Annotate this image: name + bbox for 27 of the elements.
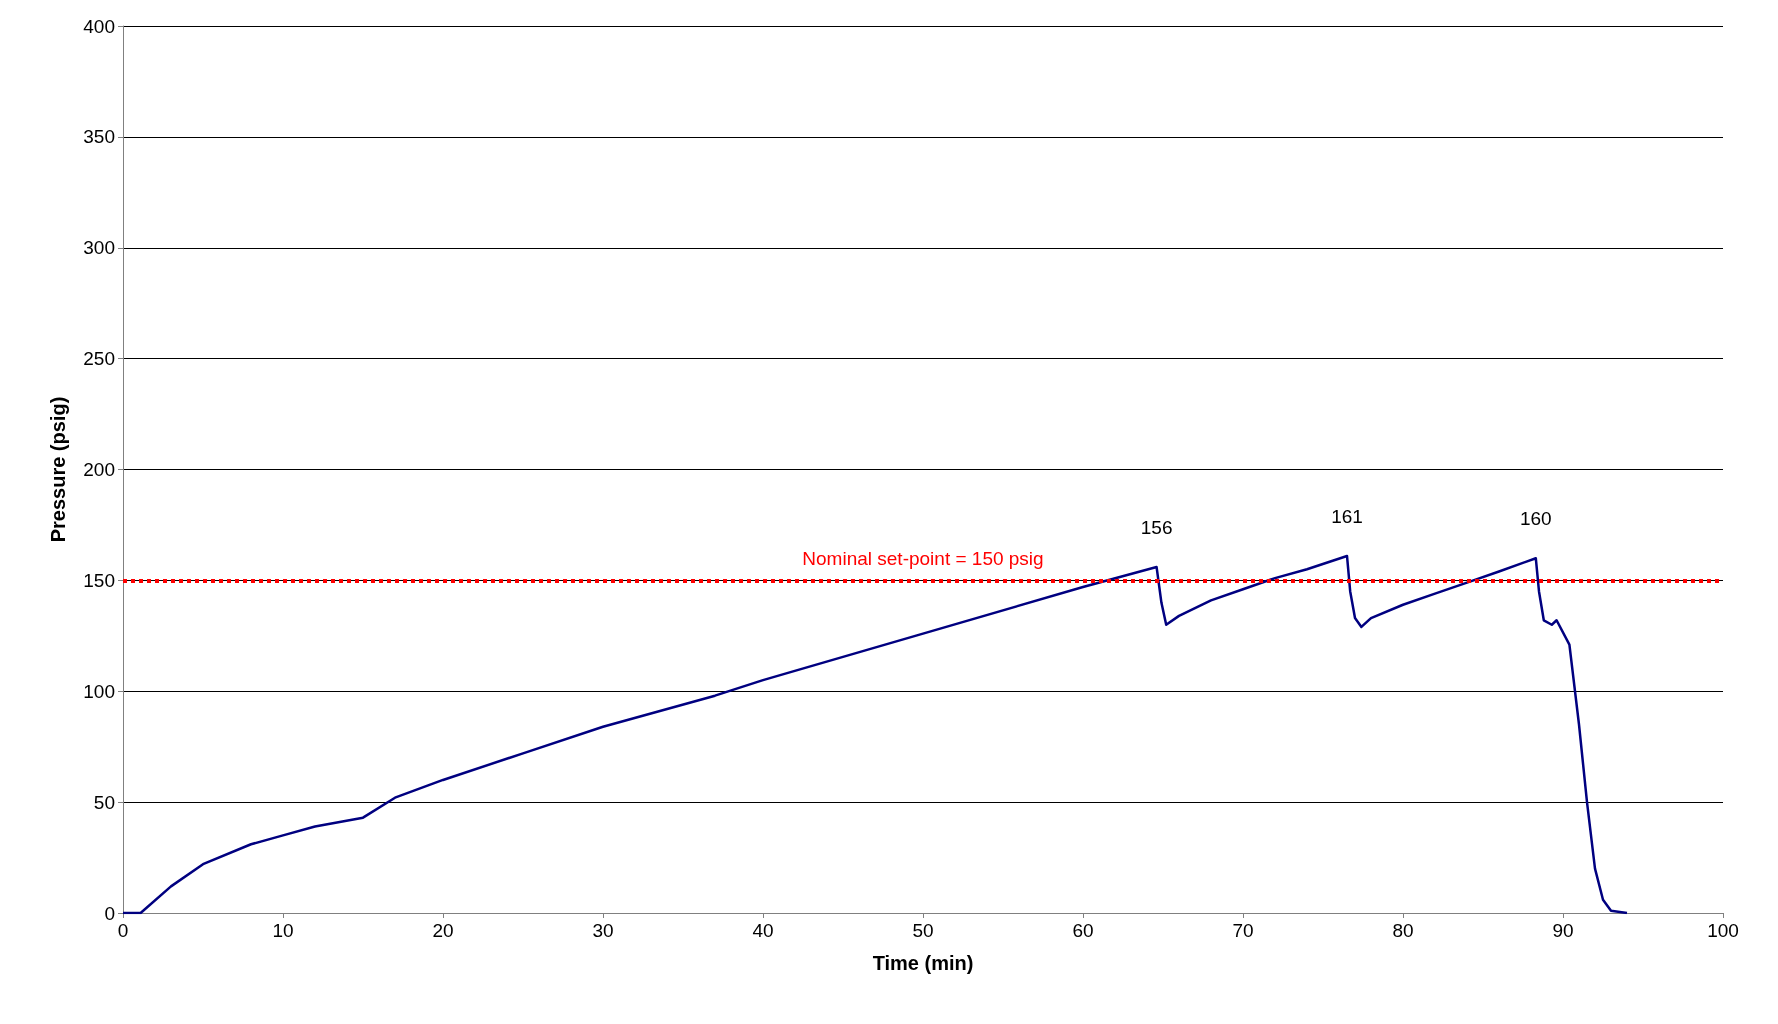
annotation: 161 <box>1331 505 1363 527</box>
x-tick-label: 40 <box>752 920 774 941</box>
y-tick-label: 400 <box>83 15 115 37</box>
x-tick-label: 50 <box>912 920 934 941</box>
annotation: 156 <box>1140 517 1173 539</box>
y-tick-label: 50 <box>93 791 115 813</box>
y-tick-label: 250 <box>83 348 115 370</box>
x-tick-label: 100 <box>1707 920 1739 941</box>
x-tick-label: 70 <box>1232 920 1254 941</box>
x-tick-label: 10 <box>272 920 294 941</box>
x-tick-label: 90 <box>1552 920 1574 941</box>
y-tick-label: 0 <box>104 902 115 924</box>
y-tick-label: 100 <box>83 680 115 702</box>
ref-line-label: Nominal set-point = 150 psig <box>802 548 1044 570</box>
line-series <box>121 554 1629 915</box>
y-tick-label: 350 <box>83 126 115 148</box>
y-tick-label: 200 <box>83 459 115 480</box>
x-tick-label: 80 <box>1392 920 1414 941</box>
x-tick-label: 0 <box>117 920 129 941</box>
y-axis-title: Pressure (psig) <box>47 396 69 543</box>
y-tick-label: 150 <box>83 569 115 591</box>
x-tick-label: 20 <box>432 920 454 941</box>
x-tick-label: 60 <box>1072 920 1094 941</box>
x-axis-title: Time (min) <box>872 952 974 974</box>
x-tick-label: 30 <box>592 920 614 941</box>
y-tick-label: 300 <box>83 237 115 259</box>
annotation: 160 <box>1519 508 1552 530</box>
